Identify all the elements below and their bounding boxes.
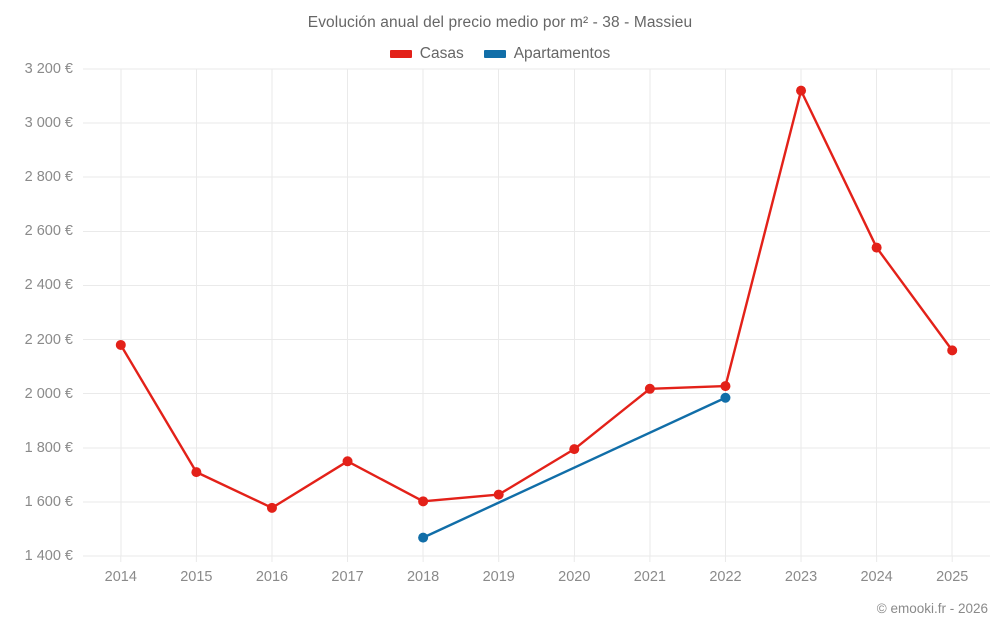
data-point-casas-2024[interactable] (871, 242, 882, 253)
footer-credit: © emooki.fr - 2026 (876, 601, 988, 616)
y-axis-tick-label: 2 600 € (24, 223, 73, 240)
legend-swatch-apartamentos (483, 50, 506, 58)
grid-lines (83, 68, 990, 562)
x-axis-tick-label: 2017 (331, 569, 364, 585)
x-axis-tick-label: 2024 (860, 569, 893, 585)
legend-label-apartamentos: Apartamentos (513, 45, 611, 62)
series-line-apartamentos (421, 396, 727, 539)
x-axis-tick-label: 2014 (104, 569, 137, 585)
x-axis-tick-label: 2022 (709, 569, 742, 585)
series-line-casas (119, 89, 954, 510)
x-axis-tick-label: 2019 (482, 569, 515, 585)
data-point-casas-2025[interactable] (947, 345, 958, 356)
x-axis-tick-label: 2016 (255, 569, 289, 585)
y-axis-tick-label: 1 800 € (24, 439, 73, 456)
y-axis-tick-label: 3 200 € (24, 61, 73, 77)
y-axis-tick-label: 3 000 € (24, 115, 73, 132)
data-point-casas-2022[interactable] (720, 381, 731, 392)
x-axis-tick-label: 2015 (180, 569, 213, 585)
data-point-casas-2021[interactable] (644, 383, 655, 394)
data-point-casas-2015[interactable] (191, 467, 202, 478)
y-axis-tick-label: 2 200 € (24, 331, 73, 348)
data-point-casas-2020[interactable] (569, 444, 580, 455)
x-axis-tick-label: 2020 (558, 569, 591, 585)
x-axis-tick-label: 2021 (633, 569, 667, 585)
legend-item-casas[interactable]: Casas (389, 45, 464, 63)
data-point-apartamentos-2018[interactable] (418, 532, 429, 543)
x-axis-tick-label: 2023 (784, 569, 818, 585)
y-axis-tick-label: 2 400 € (24, 277, 73, 294)
y-axis-tick-label: 1 400 € (24, 548, 73, 564)
x-axis-tick-label: 2025 (936, 569, 969, 585)
data-point-casas-2017[interactable] (342, 456, 353, 467)
y-axis-tick-label: 2 800 € (24, 169, 73, 186)
x-axis-tick-label: 2018 (406, 569, 440, 585)
data-point-casas-2016[interactable] (266, 502, 277, 513)
series-lines (119, 89, 954, 539)
y-axis-tick-label: 2 000 € (24, 385, 73, 402)
series-points (115, 85, 958, 543)
legend-swatch-casas (389, 50, 412, 58)
data-point-casas-2018[interactable] (418, 496, 429, 507)
legend-item-apartamentos[interactable]: Apartamentos (483, 45, 611, 63)
chart-title: Evolución anual del precio medio por m² … (307, 14, 693, 31)
chart-legend: Casas Apartamentos (0, 45, 1000, 63)
data-point-apartamentos-2022[interactable] (720, 392, 731, 403)
legend-label-casas: Casas (419, 45, 464, 62)
data-point-casas-2023[interactable] (796, 85, 807, 96)
data-point-casas-2014[interactable] (115, 339, 126, 350)
y-axis-tick-label: 1 600 € (24, 493, 73, 510)
data-point-casas-2019[interactable] (493, 489, 504, 500)
